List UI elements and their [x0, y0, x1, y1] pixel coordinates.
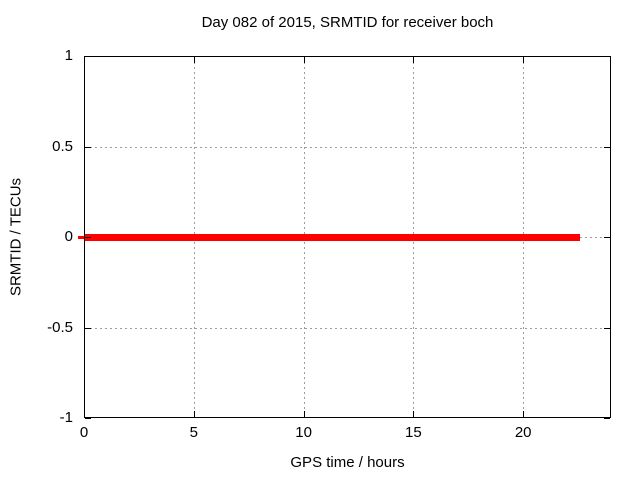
x-tick-mark-top [84, 57, 85, 63]
x-tick-label: 10 [295, 424, 312, 441]
y-tick-mark-right [604, 56, 610, 57]
x-tick-mark-bottom [84, 411, 85, 417]
data-line [84, 233, 581, 241]
y-gridline [85, 146, 610, 148]
y-tick-mark-left [85, 418, 91, 419]
y-tick-label: -1 [59, 409, 73, 426]
y-tick-label: 0.5 [52, 137, 73, 155]
x-tick-mark-bottom [523, 411, 525, 417]
x-tick-label: 0 [79, 424, 89, 441]
x-tick-mark-top [303, 57, 305, 63]
x-tick-mark-bottom [413, 411, 415, 417]
y-tick-mark-right [604, 418, 610, 419]
x-tick-mark-top [413, 57, 415, 63]
x-tick-label: 5 [189, 424, 198, 441]
x-axis-label: GPS time / hours [290, 454, 405, 471]
data-line-outer-cap [78, 235, 84, 239]
y-gridline [85, 327, 610, 329]
y-tick-mark-right [604, 327, 610, 329]
x-tick-mark-bottom [303, 411, 305, 417]
x-tick-mark-top [523, 57, 525, 63]
y-tick-mark-right [604, 237, 610, 238]
x-tick-label: 20 [514, 424, 532, 441]
x-tick-label: 15 [405, 424, 422, 441]
plot-border [84, 56, 611, 418]
y-tick-label: 1 [64, 47, 73, 64]
y-tick-mark-left [85, 146, 91, 148]
plot-area [78, 56, 611, 419]
y-tick-mark-left [85, 237, 91, 238]
y-tick-mark-left [85, 56, 91, 57]
y-tick-mark-right [604, 146, 610, 148]
y-tick-label: 0 [64, 228, 73, 245]
y-tick-label: -0.5 [47, 318, 73, 336]
chart-title: Day 082 of 2015, SRMTID for receiver boc… [201, 14, 494, 31]
x-tick-mark-bottom [193, 411, 195, 417]
y-tick-mark-left [85, 327, 91, 329]
x-tick-mark-top [193, 57, 195, 63]
